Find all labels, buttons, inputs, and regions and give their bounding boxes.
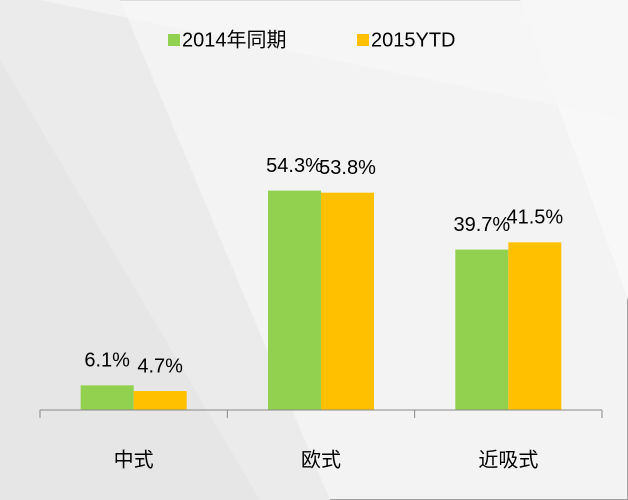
x-tick-label: 中式 bbox=[114, 448, 154, 471]
x-tick-label: 近吸式 bbox=[478, 448, 538, 471]
data-label: 54.3% bbox=[266, 155, 323, 177]
decor bbox=[40, 0, 628, 120]
legend-swatch bbox=[357, 34, 369, 46]
x-tick-label: 欧式 bbox=[301, 448, 341, 471]
legend-swatch bbox=[168, 34, 180, 46]
bar bbox=[268, 190, 321, 410]
data-label: 4.7% bbox=[137, 355, 183, 377]
bar bbox=[80, 385, 134, 410]
bar bbox=[321, 192, 374, 410]
bar bbox=[508, 242, 562, 410]
bar bbox=[455, 249, 509, 410]
data-label: 6.1% bbox=[84, 350, 130, 372]
data-label: 41.5% bbox=[506, 207, 563, 229]
legend-label: 2014年同期 bbox=[182, 28, 287, 51]
decor bbox=[0, 60, 260, 500]
bar bbox=[133, 391, 187, 410]
legend-label: 2015YTD bbox=[371, 29, 456, 51]
data-label: 39.7% bbox=[453, 214, 510, 236]
data-label: 53.8% bbox=[319, 157, 376, 179]
